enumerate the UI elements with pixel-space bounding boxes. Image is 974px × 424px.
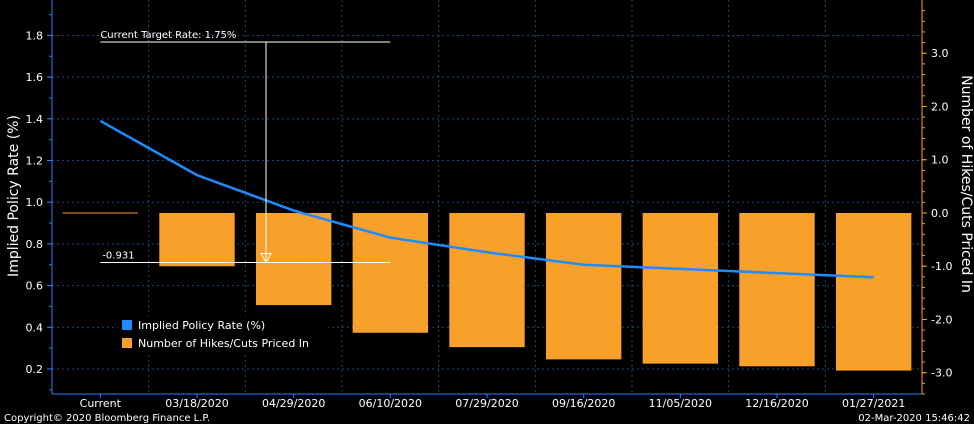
gridlines [52,0,922,394]
x-tick-label: 01/27/2021 [842,397,905,410]
bar [352,212,429,333]
legend-label: Implied Policy Rate (%) [138,319,265,332]
annotations: Current Target Rate: 1.75% -0.931 [100,30,391,264]
y-right-tick-label: 2.0 [931,100,949,113]
x-tick-label: 04/29/2020 [262,397,325,410]
y-left-tick-label: 1.4 [26,113,44,126]
target-rate-label: Current Target Rate: 1.75% [100,30,236,41]
x-tick-label: 11/05/2020 [649,397,712,410]
y-left-tick-label: 1.0 [26,196,44,209]
y-right-tick-label: 3.0 [931,47,949,60]
legend-swatch [122,338,132,348]
y-left-tick-label: 1.2 [26,155,44,168]
y-left-tick-label: 0.2 [26,363,44,376]
copyright-text: Copyright© 2020 Bloomberg Finance L.P. [4,413,211,424]
y-right-tick-label: -2.0 [931,313,952,326]
bar [739,212,815,367]
legend: Implied Policy Rate (%) Number of Hikes/C… [118,316,328,352]
timestamp-text: 02-Mar-2020 15:46:42 [858,413,970,424]
bar-series [62,212,912,371]
line-series [99,119,874,279]
y-left-tick-label: 1.8 [26,29,44,42]
y-right-tick-label: -1.0 [931,260,952,273]
y-left-tick-label: 1.6 [26,71,44,84]
y-right-tick-label: -3.0 [931,367,952,380]
x-tick-label: 12/16/2020 [745,397,808,410]
y-left-tick-label: 0.8 [26,238,44,251]
x-tick-label: 07/29/2020 [455,397,518,410]
legend-background [118,316,328,352]
x-tick-label: Current [80,397,122,410]
target-rate-arrow-head [260,253,272,264]
bar [545,212,622,360]
y-right-tick-label: 1.0 [931,154,949,167]
reference-value-label: -0.931 [102,251,134,262]
bar [449,212,525,348]
y-left-tick-label: 0.6 [26,280,44,293]
axes: 0.2 0.4 0.6 0.8 1.0 1.2 1.4 1.6 1.8 -3.0 -2.0 -1.0 0… [26,0,952,410]
y-left-tick-label: 0.4 [26,321,44,334]
y-right-tick-label: 0.0 [931,207,949,220]
bar [835,212,912,371]
legend-swatch [122,320,132,330]
x-tick-label: 03/18/2020 [165,397,228,410]
bar [159,212,235,267]
y-left-axis-title: Implied Policy Rate (%) [6,115,22,277]
x-tick-label: 06/10/2020 [359,397,422,410]
y-right-axis-title: Number of Hikes/Cuts Priced In [958,75,974,293]
bar [255,212,332,306]
legend-label: Number of Hikes/Cuts Priced In [138,337,309,350]
x-tick-label: 09/16/2020 [552,397,615,410]
bar [642,212,719,364]
